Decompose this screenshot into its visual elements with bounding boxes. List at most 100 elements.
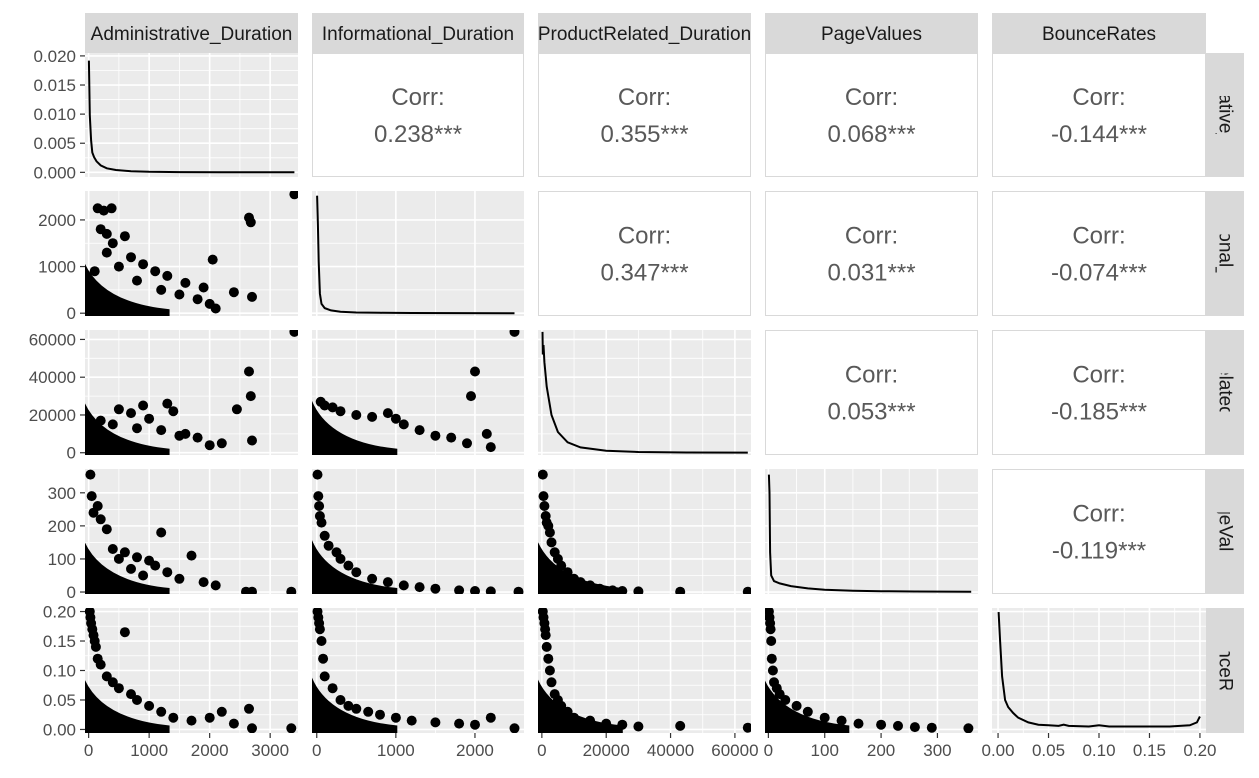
scatter-point [216,438,227,449]
scatter-point [138,570,149,581]
scatter-point [156,425,167,436]
x-tick-label: 40000 [647,741,694,760]
scatter-point [343,560,354,571]
corr-panel-3-4: Corr: -0.119*** [992,469,1206,594]
x-tick-label: 20000 [583,741,630,760]
scatter-point [168,406,179,417]
scatter-point [367,573,378,584]
y-axis-1: 0 1000 2000 [38,211,85,323]
scatter-point [836,715,847,726]
scatter-point [509,330,520,337]
scatter-point [675,586,686,594]
x-tick-label: 60000 [711,741,758,760]
scatter-point [767,665,778,676]
x-axis-3: 0 100 200 300 [764,733,952,760]
y-tick-label: 0.000 [33,163,76,182]
y-tick-label: 20000 [29,406,76,425]
x-tick-label: 0 [312,741,321,760]
x-tick-label: 1000 [377,741,415,760]
point-cluster [85,403,170,455]
scatter-point [119,547,130,558]
scatter-point [335,695,346,705]
scatter-point [319,530,330,541]
scatter-point [454,718,465,729]
scatter-point [594,583,605,594]
scatter-point [351,567,362,578]
corr-value: -0.144*** [1051,121,1147,148]
scatter-point [90,641,101,652]
panel-4-3 [765,608,978,733]
panel-2-0 [85,330,298,455]
scatter-point [538,491,549,502]
scatter-point [247,435,257,446]
scatter-point [113,683,124,694]
scatter-point [742,722,751,733]
scatter-point [876,719,887,730]
scatter-point [113,404,124,415]
col-strip-3: PageValues [765,13,978,53]
y-axis-0: 0.000 0.005 0.010 0.015 0.020 [33,47,85,182]
x-axis-0: 0 1000 2000 3000 [84,733,289,760]
scatter-point [470,586,480,594]
scatter-point [543,653,554,664]
col-strip-2: ProductRelated_Duration [538,13,751,53]
scatter-point [85,469,96,480]
scatter-point [180,277,191,288]
corr-panel-0-2: Corr: 0.355*** [538,53,751,177]
density-line [316,195,515,315]
panel-3-3 [765,469,978,594]
scatter-point [244,703,254,714]
corr-label: Corr: [845,84,898,111]
y-tick-label: 0.15 [43,632,76,651]
corr-label: Corr: [618,84,671,111]
scatter-point [156,706,167,717]
scatter-point [327,402,338,413]
density-line [767,474,972,593]
scatter-point [607,585,618,594]
scatter-point [675,720,686,731]
row-strip-2: ProductRelated_Duration [1206,330,1244,455]
corr-panel-2-3: Corr: 0.053*** [765,330,978,455]
scatter-point [406,715,417,726]
corr-value: 0.053*** [827,399,915,426]
corr-value: 0.347*** [600,260,688,287]
scatter-point [546,677,557,688]
scatter-point [314,501,325,511]
scatter-point [216,706,227,717]
scatter-point [541,641,552,652]
scatter-point [909,722,920,733]
x-tick-label: 0.05 [1032,741,1065,760]
x-tick-label: 0.00 [982,741,1015,760]
scatter-point [144,700,155,711]
corr-label: Corr: [1072,501,1125,528]
y-tick-label: 2000 [38,211,76,230]
scatter-point [101,524,112,535]
scatter-point [126,563,136,574]
scatter-point [742,586,751,594]
x-tick-label: 0.15 [1133,741,1166,760]
scatter-point [113,553,124,564]
col-strip-0: Administrative_Duration [85,13,298,53]
col-strip-label: BounceRates [1042,24,1156,45]
scatter-point [926,722,937,733]
scatter-point [126,252,136,263]
corr-label: Corr: [1072,362,1125,389]
scatter-point [86,491,97,502]
scatter-point [617,719,628,730]
scatter-point [107,419,118,430]
scatter-point [107,238,118,249]
x-axis-1: 0 1000 2000 [312,733,494,760]
col-strip-4: BounceRates [992,13,1206,53]
scatter-point [204,712,215,723]
panel-4-4 [992,608,1206,733]
scatter-point [286,586,297,594]
corr-panel-1-3: Corr: 0.031*** [765,191,978,316]
x-tick-label: 3000 [251,741,289,760]
scatter-point [150,560,161,571]
scatter-point [318,653,329,664]
scatter-point [314,624,325,635]
point-cluster [538,541,623,594]
scatter-point [231,404,242,415]
scatter-point [802,706,813,717]
